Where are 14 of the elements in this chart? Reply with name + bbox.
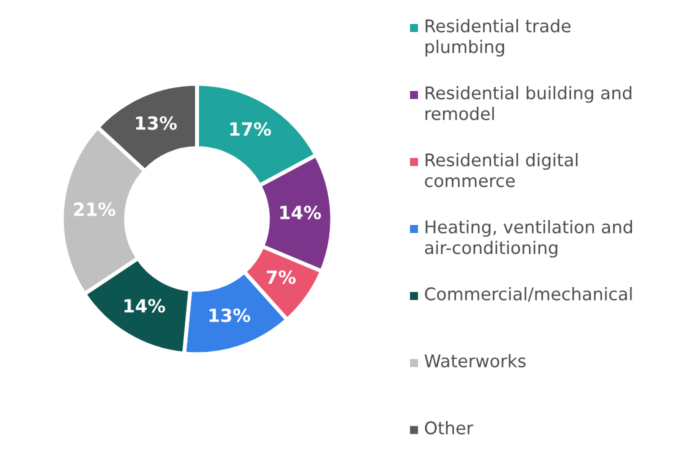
- data-label: 14%: [280, 206, 321, 220]
- data-label: 17%: [230, 122, 271, 136]
- data-label: 13%: [210, 308, 250, 322]
- legend-label: Heating, ventilation and air-conditioning: [425, 220, 632, 258]
- legend-label: Commercial/mechanical: [424, 287, 632, 302]
- legend-label: Residential trade plumbing: [426, 19, 571, 57]
- data-label: 21%: [74, 202, 116, 216]
- legend-label: Other: [424, 421, 474, 434]
- legend-label: Waterworks: [424, 354, 526, 368]
- data-label: 7%: [266, 270, 296, 284]
- data-label: 13%: [136, 116, 177, 130]
- legend-label: Residential digital commerce: [424, 153, 578, 188]
- data-label: 14%: [124, 298, 166, 313]
- legend-label: Residential building and remodel: [426, 86, 632, 120]
